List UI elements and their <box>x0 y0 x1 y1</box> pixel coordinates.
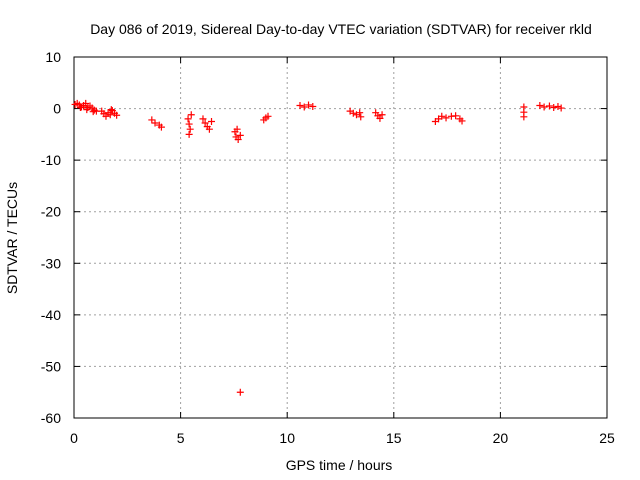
y-tick-label: -20 <box>41 204 61 220</box>
tick-labels: 0 5 10 15 20 25 10 0 -10 -20 -30 -40 -50 -60 <box>41 49 615 446</box>
data-point <box>349 109 357 117</box>
data-point <box>550 104 558 112</box>
data-point <box>234 136 242 144</box>
data-point <box>305 101 313 109</box>
data-point <box>76 104 84 112</box>
data-point <box>185 130 193 138</box>
x-tick-label: 20 <box>493 430 509 446</box>
data-point <box>236 131 244 139</box>
data-point <box>233 125 241 133</box>
y-tick-label: 0 <box>53 101 61 117</box>
data-point <box>201 119 209 127</box>
data-point <box>540 103 548 111</box>
data-point <box>452 112 460 120</box>
data-point <box>82 99 90 107</box>
data-point <box>186 125 194 133</box>
y-tick-label: -40 <box>41 307 61 323</box>
data-point <box>236 388 244 396</box>
data-point <box>184 115 192 123</box>
data-point <box>378 111 386 119</box>
x-tick-label: 25 <box>599 430 615 446</box>
data-point <box>438 112 446 120</box>
data-point <box>300 103 308 111</box>
data-point <box>376 114 384 122</box>
data-point <box>148 116 156 124</box>
data-point <box>458 117 466 125</box>
data-point <box>536 101 544 109</box>
x-tick-label: 0 <box>70 430 78 446</box>
axis-ticks <box>73 56 608 419</box>
data-point <box>545 102 553 110</box>
data-point <box>113 111 121 119</box>
data-point <box>185 120 193 128</box>
chart-title: Day 086 of 2019, Sidereal Day-to-day VTE… <box>90 21 592 37</box>
data-point <box>102 112 110 120</box>
data-point <box>199 115 207 123</box>
data-point <box>520 113 528 121</box>
y-tick-label: -60 <box>41 410 61 426</box>
data-points <box>71 99 565 396</box>
data-point <box>357 113 365 121</box>
data-point <box>83 106 91 114</box>
grid <box>74 57 607 418</box>
data-point <box>356 109 364 117</box>
x-tick-label: 5 <box>177 430 185 446</box>
x-axis-label: GPS time / hours <box>286 457 393 473</box>
data-point <box>205 125 213 133</box>
data-point <box>264 112 272 120</box>
data-point <box>151 119 159 127</box>
data-point <box>187 111 195 119</box>
x-tick-label: 15 <box>386 430 402 446</box>
data-point <box>557 104 565 112</box>
data-point <box>107 106 115 114</box>
y-tick-label: -50 <box>41 358 61 374</box>
data-point <box>309 103 317 111</box>
x-tick-label: 10 <box>279 430 295 446</box>
y-tick-label: -30 <box>41 255 61 271</box>
plot-frame <box>73 56 608 419</box>
data-point <box>208 117 216 125</box>
data-point <box>296 101 304 109</box>
y-tick-label: 10 <box>45 49 61 65</box>
data-point <box>157 123 165 131</box>
data-point <box>554 103 562 111</box>
data-point <box>442 114 450 122</box>
data-point <box>106 111 114 119</box>
data-point <box>89 108 97 116</box>
y-axis-label: SDTVAR / TECUs <box>4 182 20 294</box>
y-tick-label: -10 <box>41 152 61 168</box>
